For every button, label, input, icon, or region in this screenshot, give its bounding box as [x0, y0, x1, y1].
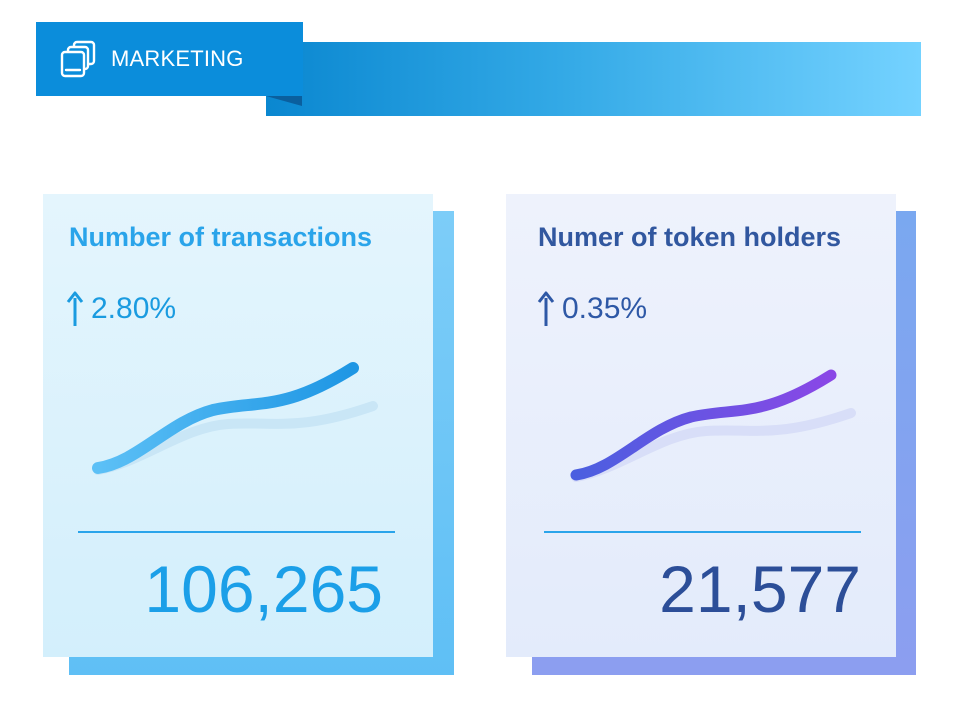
arrow-up-icon — [536, 290, 556, 328]
section-title: MARKETING — [111, 46, 244, 71]
change-indicator: 2.80% — [65, 289, 176, 329]
stacked-cards-icon — [60, 40, 98, 78]
sparkline — [92, 362, 378, 475]
metric-value: 21,577 — [659, 552, 861, 626]
sparkline — [570, 369, 856, 482]
change-value: 2.80% — [91, 292, 177, 325]
change-value: 0.35% — [562, 292, 648, 325]
change-indicator: 0.35% — [536, 289, 647, 329]
card-title: Number of transactions — [69, 222, 373, 252]
header-tab: MARKETING — [36, 22, 303, 96]
divider — [78, 531, 395, 533]
metric-value: 106,265 — [144, 552, 383, 626]
divider — [544, 531, 861, 533]
arrow-up-icon — [65, 290, 85, 328]
header-banner — [266, 42, 921, 116]
token-holders-card: Numer of token holders 0.35% 21,577 — [506, 194, 896, 657]
transactions-card: Number of transactions 2.80% 106,265 — [43, 194, 433, 657]
header-fold — [266, 96, 302, 106]
card-title: Numer of token holders — [538, 222, 842, 252]
